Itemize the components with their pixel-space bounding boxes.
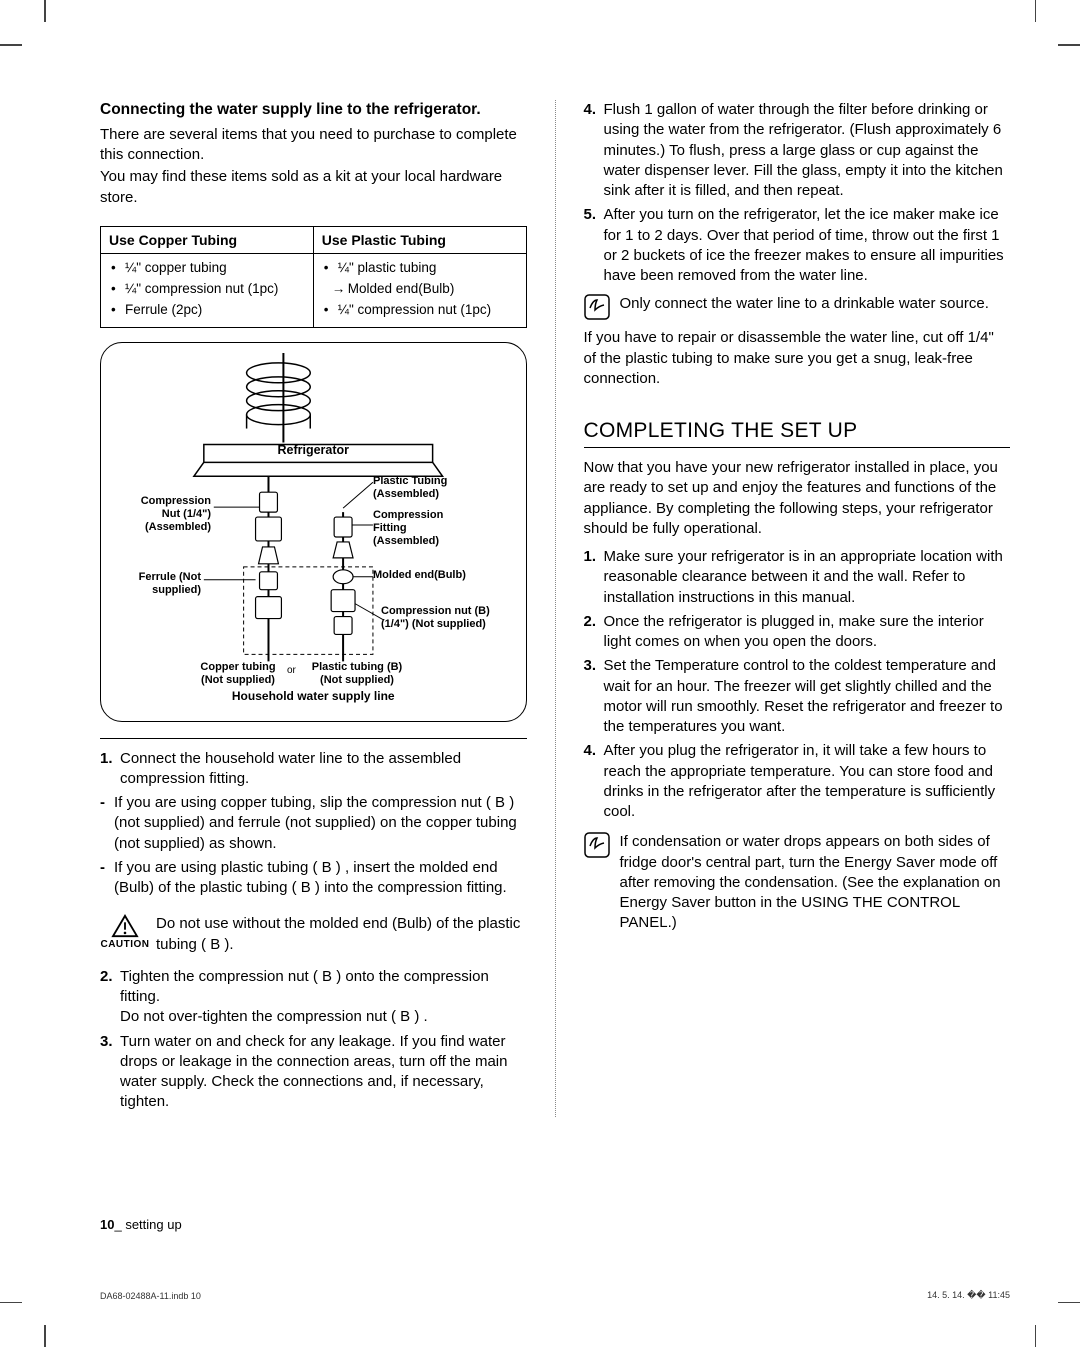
intro-paragraph-1: There are several items that you need to… bbox=[100, 125, 527, 166]
diagram-label-ferrule: Ferrule (Not supplied) bbox=[121, 571, 201, 597]
copper-item-1: ¼" copper tubing bbox=[109, 258, 305, 279]
diagram-label-comp-nut-left: Compression Nut (1/4") (Assembled) bbox=[139, 495, 211, 535]
plastic-item-1: ¼" plastic tubing bbox=[322, 258, 518, 279]
footer-section-name: setting up bbox=[125, 1217, 181, 1232]
diagram-label-copper-tubing: Copper tubing (Not supplied) bbox=[193, 661, 283, 687]
note-text-1: Only connect the water line to a drinkab… bbox=[620, 294, 989, 314]
dash-list: If you are using copper tubing, slip the… bbox=[100, 793, 527, 898]
copper-item-2: ¼" compression nut (1pc) bbox=[109, 279, 305, 300]
completing-intro: Now that you have your new refrigerator … bbox=[584, 458, 1011, 539]
diagram-label-plastic-tubing-b: Plastic tubing (B) (Not supplied) bbox=[309, 661, 405, 687]
step-3: 3.Turn water on and check for any leakag… bbox=[100, 1032, 527, 1113]
diagram-label-refrigerator: Refrigerator bbox=[101, 443, 526, 458]
diagram-label-molded-end: Molded end(Bulb) bbox=[373, 569, 468, 582]
plastic-item-2: Molded end(Bulb) bbox=[322, 279, 518, 300]
note-block-2: If condensation or water drops appears o… bbox=[584, 832, 1011, 933]
c-step-4: 4.After you plug the refrigerator in, it… bbox=[584, 741, 1011, 822]
note-text-2: If condensation or water drops appears o… bbox=[620, 832, 1011, 933]
step-2: 2. Tighten the compression nut ( B ) ont… bbox=[100, 967, 527, 1028]
diagram-label-or: or bbox=[287, 665, 296, 677]
connection-diagram: Refrigerator Compression Nut (1/4") (Ass… bbox=[100, 342, 527, 722]
steps-list-right: 4.Flush 1 gallon of water through the fi… bbox=[584, 100, 1011, 286]
plastic-list: ¼" plastic tubing Molded end(Bulb) ¼" co… bbox=[322, 258, 518, 321]
steps-list-left-2: 2. Tighten the compression nut ( B ) ont… bbox=[100, 967, 527, 1113]
diagram-label-comp-fitting: Compression Fitting (Assembled) bbox=[373, 509, 468, 549]
left-column: Connecting the water supply line to the … bbox=[100, 100, 527, 1117]
steps-list-left: 1.Connect the household water line to th… bbox=[100, 749, 527, 790]
divider bbox=[100, 738, 527, 739]
copper-item-3: Ferrule (2pc) bbox=[109, 300, 305, 321]
step-4: 4.Flush 1 gallon of water through the fi… bbox=[584, 100, 1011, 201]
column-divider bbox=[555, 100, 556, 1117]
note-icon bbox=[584, 832, 610, 858]
note-block-1: Only connect the water line to a drinkab… bbox=[584, 294, 1011, 320]
c-step-2: 2.Once the refrigerator is plugged in, m… bbox=[584, 612, 1011, 653]
caution-block: CAUTION Do not use without the molded en… bbox=[100, 914, 527, 955]
diagram-label-plastic-tubing-a: Plastic Tubing (Assembled) bbox=[373, 475, 468, 501]
c-step-1: 1.Make sure your refrigerator is in an a… bbox=[584, 547, 1011, 608]
footer-timestamp: 14. 5. 14. �� 11:45 bbox=[927, 1290, 1010, 1301]
plastic-item-3: ¼" compression nut (1pc) bbox=[322, 300, 518, 321]
plastic-header: Use Plastic Tubing bbox=[313, 226, 526, 253]
step-1: 1.Connect the household water line to th… bbox=[100, 749, 527, 790]
intro-paragraph-2: You may find these items sold as a kit a… bbox=[100, 167, 527, 208]
footer-page-section: 10_ setting up bbox=[100, 1217, 182, 1232]
section-title: Connecting the water supply line to the … bbox=[100, 100, 527, 121]
footer-doc-id: DA68-02488A-11.indb 10 bbox=[100, 1291, 201, 1301]
diagram-label-household: Household water supply line bbox=[101, 689, 526, 703]
diagram-label-comp-nut-b: Compression nut (B) (1/4") (Not supplied… bbox=[381, 605, 491, 631]
dash-1: If you are using copper tubing, slip the… bbox=[100, 793, 527, 854]
tubing-table: Use Copper Tubing Use Plastic Tubing ¼" … bbox=[100, 226, 527, 328]
copper-list: ¼" copper tubing ¼" compression nut (1pc… bbox=[109, 258, 305, 321]
caution-text: Do not use without the molded end (Bulb)… bbox=[156, 914, 527, 955]
caution-icon bbox=[111, 914, 139, 938]
note-after-1: If you have to repair or disassemble the… bbox=[584, 328, 1011, 389]
right-column: 4.Flush 1 gallon of water through the fi… bbox=[584, 100, 1011, 1117]
completing-heading: COMPLETING THE SET UP bbox=[584, 419, 1011, 443]
note-icon bbox=[584, 294, 610, 320]
completing-steps: 1.Make sure your refrigerator is in an a… bbox=[584, 547, 1011, 822]
caution-label: CAUTION bbox=[100, 938, 149, 952]
c-step-3: 3.Set the Temperature control to the col… bbox=[584, 656, 1011, 737]
page-number: 10 bbox=[100, 1217, 114, 1232]
page-content: Connecting the water supply line to the … bbox=[100, 100, 1010, 1247]
step-5: 5.After you turn on the refrigerator, le… bbox=[584, 205, 1011, 286]
dash-2: If you are using plastic tubing ( B ) , … bbox=[100, 858, 527, 899]
heading-divider bbox=[584, 447, 1011, 448]
copper-header: Use Copper Tubing bbox=[101, 226, 314, 253]
